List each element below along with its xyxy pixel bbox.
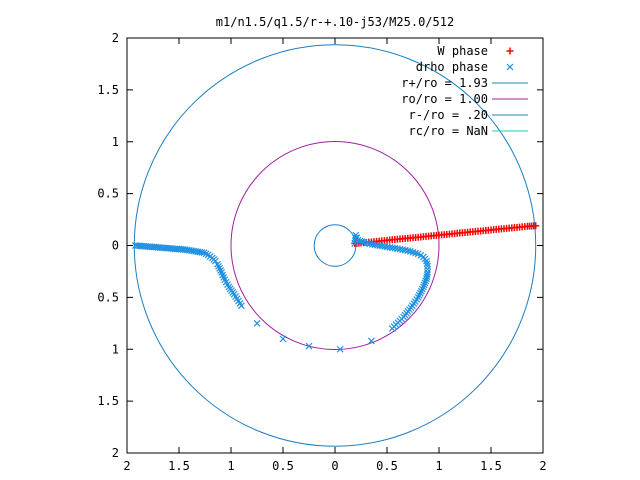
point	[200, 249, 208, 257]
x-tick-label: 0.5	[272, 459, 294, 473]
y-tick-label: 2	[112, 446, 119, 460]
legend: W phase drho phase r+/ro = 1.93 ro/ro = 1.0…	[401, 44, 528, 138]
y-tick-label: 0.5	[97, 290, 119, 304]
point	[358, 238, 366, 246]
x-tick-label: 1	[435, 459, 442, 473]
point	[420, 281, 428, 289]
point	[417, 287, 425, 295]
point	[336, 345, 344, 353]
circle-2	[313, 224, 357, 267]
legend-marker	[506, 63, 514, 71]
point	[422, 277, 430, 285]
y-tick-label: 1.5	[97, 394, 119, 408]
legend-label-1: drho phase	[416, 60, 488, 74]
point	[279, 335, 287, 343]
x-tick-label: 1.5	[480, 459, 502, 473]
point	[424, 262, 431, 270]
circle-0	[133, 44, 537, 447]
circle-1	[230, 141, 440, 350]
x-tick-label: 2	[123, 459, 130, 473]
legend-label-0: W phase	[437, 44, 488, 58]
point	[237, 302, 245, 310]
legend-label-circle-1: ro/ro = 1.00	[401, 92, 488, 106]
point	[416, 289, 424, 297]
point	[401, 246, 409, 254]
legend-label-circle-3: rc/ro = NaN	[409, 124, 488, 138]
plot-area	[131, 44, 540, 447]
point	[367, 337, 375, 345]
point	[415, 291, 423, 299]
point	[214, 260, 221, 268]
point	[371, 241, 379, 249]
point	[352, 234, 359, 242]
point	[396, 245, 404, 253]
legend-marker	[506, 47, 514, 55]
x-tick-label: 1.5	[168, 459, 190, 473]
axes: 2 1.5 1 0.5 0 0.5 1 1.5 221.510.500.511.52	[97, 31, 546, 473]
x-tick-label: 2	[539, 459, 546, 473]
point	[216, 264, 223, 272]
point	[414, 293, 422, 301]
x-tick-label: 0.5	[376, 459, 398, 473]
point	[202, 250, 210, 258]
y-tick-label: 1.5	[97, 83, 119, 97]
point	[399, 246, 407, 254]
point	[351, 237, 359, 245]
chart-title: m1/n1.5/q1.5/r-+.10-j53/M25.0/512	[216, 15, 454, 29]
point	[532, 222, 540, 230]
point	[305, 342, 313, 350]
point	[351, 240, 359, 247]
legend-label-circle-2: r-/ro = .20	[409, 108, 488, 122]
y-tick-label: 2	[112, 31, 119, 45]
point	[424, 265, 431, 273]
point	[217, 266, 225, 274]
point	[215, 262, 222, 270]
point	[419, 283, 427, 291]
point	[360, 238, 368, 246]
point	[418, 285, 426, 293]
point	[424, 269, 431, 276]
point	[421, 279, 429, 287]
point	[423, 260, 431, 268]
point	[253, 319, 261, 327]
legend-label-circle-0: r+/ro = 1.93	[401, 76, 488, 90]
x-tick-label: 0	[331, 459, 338, 473]
y-tick-label: 0.5	[97, 187, 119, 201]
x-tick-label: 1	[227, 459, 234, 473]
point	[352, 231, 360, 239]
y-tick-label: 1	[112, 342, 119, 356]
series-drho-phase	[131, 231, 431, 353]
point	[198, 248, 206, 256]
point	[211, 257, 219, 265]
y-tick-label: 0	[112, 239, 119, 253]
point	[404, 247, 412, 255]
y-tick-label: 1	[112, 135, 119, 149]
